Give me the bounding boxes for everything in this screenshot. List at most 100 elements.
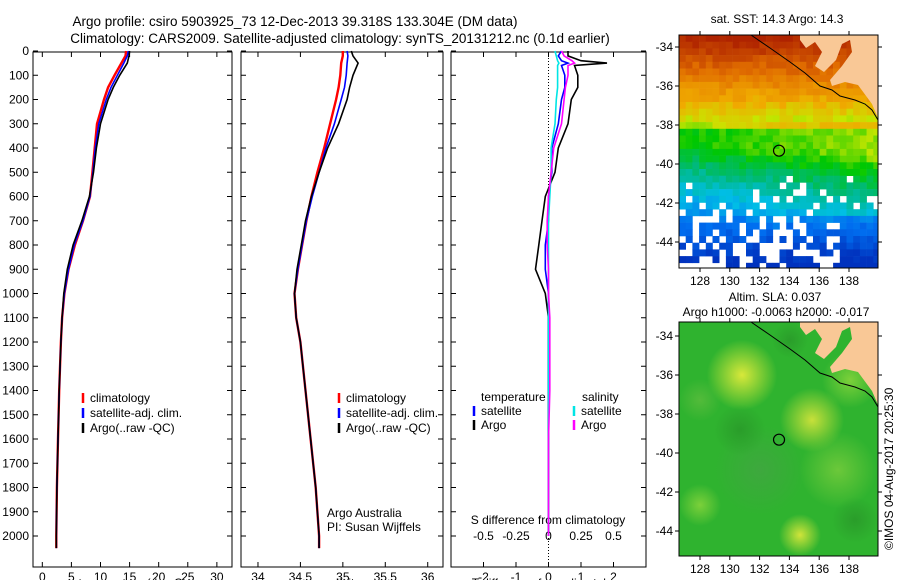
sst-cell <box>772 148 780 156</box>
sst-cell <box>772 175 780 183</box>
sst-cell <box>846 229 854 237</box>
sst-cell <box>779 108 787 116</box>
sst-cell <box>866 249 874 257</box>
sst-cell <box>679 35 686 42</box>
sst-cell <box>786 135 794 143</box>
sst-cell <box>759 175 767 183</box>
sst-cell <box>699 142 707 150</box>
sst-cell <box>813 148 820 156</box>
sst-cell <box>699 162 707 170</box>
sst-cell <box>746 48 753 56</box>
land-area <box>800 322 878 405</box>
sst-cell <box>772 128 780 136</box>
sst-cell <box>839 155 847 163</box>
sst-cell <box>779 41 787 49</box>
sst-cell <box>766 209 774 217</box>
sla-anomaly-blob <box>714 404 766 456</box>
sst-cell <box>866 155 874 163</box>
title-line-2: Climatology: CARS2009. Satellite-adjuste… <box>70 31 610 46</box>
lat-tick-label: -38 <box>656 407 674 421</box>
land-area <box>800 35 878 118</box>
sst-cell <box>779 195 787 203</box>
sst-cell <box>772 162 780 170</box>
sst-cell <box>772 41 780 49</box>
sst-cell <box>833 108 841 116</box>
salinity-panel-frame <box>240 51 444 568</box>
x-tick-label: -1 <box>511 570 522 580</box>
sst-cell <box>685 115 693 123</box>
s-tick-label: 0.5 <box>605 529 622 543</box>
sst-cell <box>786 202 794 210</box>
sst-cell <box>759 108 767 116</box>
y-tick-label: 900 <box>9 262 29 276</box>
sst-cell <box>779 115 787 123</box>
sst-cell <box>873 142 878 150</box>
sst-cell <box>739 175 747 183</box>
sst-cell <box>873 262 878 268</box>
argo-position-marker <box>772 433 786 446</box>
sst-cell <box>866 142 874 150</box>
sst-cell <box>819 75 827 83</box>
sst-cell <box>866 135 874 143</box>
sst-cell <box>833 102 841 109</box>
sst-cell <box>846 122 854 130</box>
sst-cell <box>799 75 807 83</box>
sst-cell <box>712 68 720 76</box>
sst-cell <box>806 148 814 156</box>
sst-cell <box>725 262 733 268</box>
sst-cell <box>759 162 767 170</box>
sst-cell <box>685 222 693 230</box>
sst-cell <box>766 169 774 176</box>
sst-cell <box>839 189 847 197</box>
sst-cell <box>679 175 686 183</box>
sst-cell <box>853 95 861 103</box>
sst-cell <box>853 142 861 150</box>
sst-cell <box>813 102 820 109</box>
sst-cell <box>712 142 720 150</box>
sst-cell <box>719 135 727 143</box>
sst-cell <box>799 135 807 143</box>
legend-label: Argo(..raw -QC) <box>90 421 175 435</box>
sst-cell <box>692 81 700 89</box>
sst-cell <box>806 195 814 203</box>
sst-cell <box>846 202 854 210</box>
sst-cell <box>685 169 693 176</box>
legend-label: satellite-adj. clim. <box>90 406 182 420</box>
sst-cell <box>839 229 847 237</box>
sst-cell <box>853 155 861 163</box>
sst-cell <box>839 115 847 123</box>
temperature-line-argo <box>55 50 131 549</box>
sst-cell <box>679 162 686 170</box>
sst-cell <box>786 61 794 69</box>
sst-cell <box>732 182 740 190</box>
sst-cell <box>806 88 814 96</box>
sst-cell <box>752 108 760 116</box>
sst-cell <box>685 209 693 217</box>
sst-cell <box>859 236 867 243</box>
sst-cell <box>732 48 740 56</box>
sst-cell <box>766 215 774 223</box>
sst-cell <box>732 162 740 170</box>
sst-cell <box>813 128 820 136</box>
sst-cell <box>866 182 874 190</box>
sst-cell <box>772 189 780 197</box>
sst-cell <box>699 108 707 116</box>
sst-cell <box>779 202 787 210</box>
sst-cell <box>813 135 820 143</box>
x-axis-label: T difference from climatology <box>472 576 626 580</box>
sst-cell <box>806 108 814 116</box>
sst-cell <box>739 209 747 217</box>
y-tick-label: 400 <box>9 141 29 155</box>
sst-cell <box>839 215 847 223</box>
sst-cell <box>746 148 753 156</box>
sst-cell <box>826 102 834 109</box>
sst-cell <box>786 48 794 56</box>
sst-cell <box>792 262 800 268</box>
sst-cell <box>752 162 760 170</box>
sst-cell <box>685 55 693 63</box>
difference-line-s-argo <box>546 50 577 536</box>
sst-cell <box>719 215 727 223</box>
sst-cell <box>692 128 700 136</box>
sst-cell <box>685 128 693 136</box>
sst-cell <box>725 236 733 243</box>
